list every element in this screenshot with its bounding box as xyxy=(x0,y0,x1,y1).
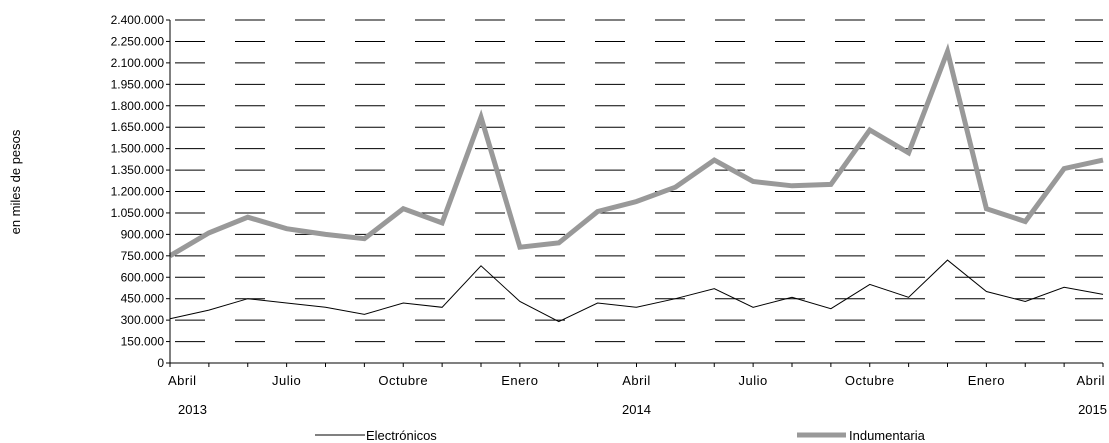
x-axis-ticks: Abril Julio Octubre Enero Abril Julio Octubre E… xyxy=(168,363,1107,417)
series-line-indumentaria xyxy=(168,43,1104,258)
x-month-label: Enero xyxy=(968,373,1005,388)
x-month-label: Enero xyxy=(501,373,538,388)
x-month-label: Julio xyxy=(272,373,301,388)
y-tick-label: 2.100.000 xyxy=(111,56,165,70)
series-lines xyxy=(168,43,1104,323)
x-year-label: 2015 xyxy=(1078,402,1107,417)
y-axis-ticks: 0 150.000 300.000 450.000 600.000 750.000 900.… xyxy=(111,13,170,370)
y-tick-label: 2.250.000 xyxy=(111,34,165,48)
y-tick-label: 0 xyxy=(157,356,164,370)
y-tick-label: 1.350.000 xyxy=(111,163,165,177)
y-axis-label: en miles de pesos xyxy=(8,129,23,234)
x-year-label: 2014 xyxy=(622,402,651,417)
y-tick-label: 1.650.000 xyxy=(111,120,165,134)
y-tick-label: 900.000 xyxy=(121,227,165,241)
y-tick-label: 450.000 xyxy=(121,292,165,306)
legend: Electrónicos Indumentaria xyxy=(315,428,926,443)
legend-label: Electrónicos xyxy=(366,428,437,443)
series-line-electronicos xyxy=(169,259,1104,323)
x-month-label: Octubre xyxy=(378,373,428,388)
x-month-label: Abril xyxy=(622,373,651,388)
legend-label: Indumentaria xyxy=(849,428,926,443)
y-tick-label: 1.200.000 xyxy=(111,185,165,199)
x-year-label: 2013 xyxy=(178,402,207,417)
y-tick-label: 300.000 xyxy=(121,313,165,327)
y-tick-label: 1.050.000 xyxy=(111,206,165,220)
x-month-label: Octubre xyxy=(845,373,895,388)
y-tick-label: 1.950.000 xyxy=(111,77,165,91)
x-month-label: Abril xyxy=(168,373,197,388)
y-tick-label: 600.000 xyxy=(121,270,165,284)
x-month-label: Abril xyxy=(1076,373,1105,388)
grid-lines xyxy=(170,19,1103,343)
y-tick-label: 1.800.000 xyxy=(111,99,165,113)
y-tick-label: 750.000 xyxy=(121,249,165,263)
x-month-label: Julio xyxy=(739,373,768,388)
y-tick-label: 1.500.000 xyxy=(111,142,165,156)
y-tick-label: 2.400.000 xyxy=(111,13,165,27)
y-tick-label: 150.000 xyxy=(121,335,165,349)
